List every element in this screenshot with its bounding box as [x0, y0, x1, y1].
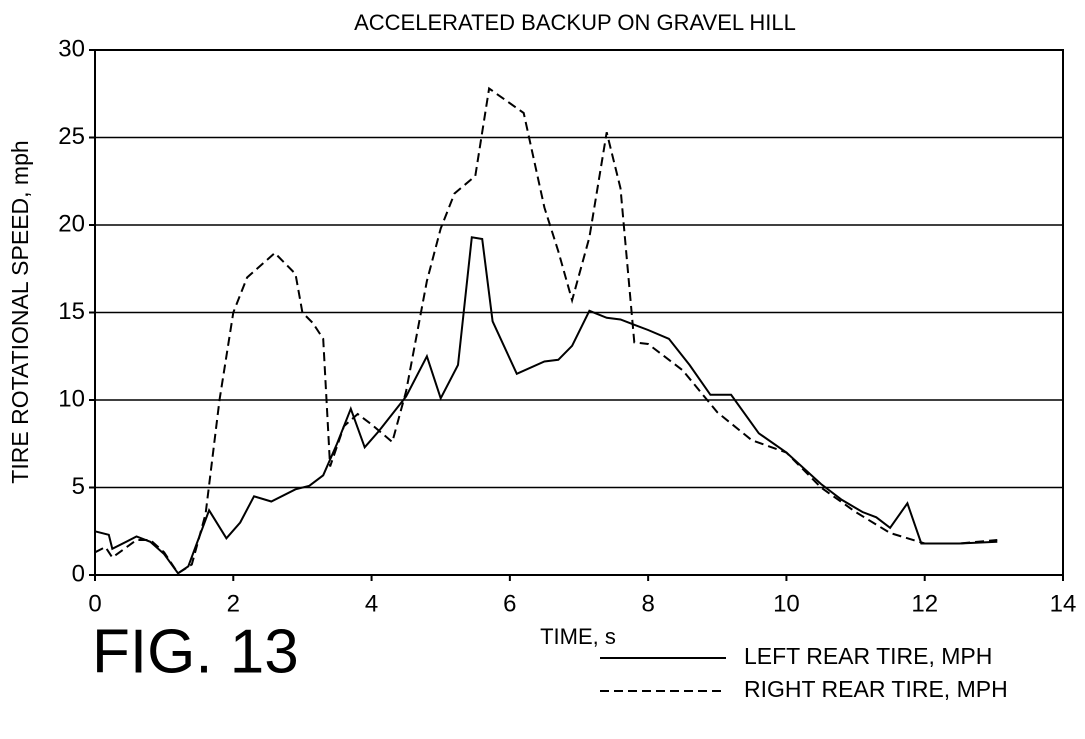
- y-tick-label: 10: [58, 385, 85, 412]
- y-tick-label: 30: [58, 35, 85, 62]
- legend-label: LEFT REAR TIRE, MPH: [744, 643, 992, 669]
- x-tick-label: 14: [1050, 590, 1077, 617]
- x-tick-label: 6: [503, 590, 516, 617]
- x-tick-label: 10: [773, 590, 800, 617]
- legend-label: RIGHT REAR TIRE, MPH: [744, 676, 1008, 702]
- y-tick-label: 25: [58, 123, 85, 150]
- y-axis-label: TIRE ROTATIONAL SPEED, mph: [7, 140, 33, 483]
- x-tick-label: 4: [365, 590, 378, 617]
- y-tick-label: 20: [58, 210, 85, 237]
- x-axis-label: TIME, s: [540, 624, 616, 649]
- x-tick-label: 0: [88, 590, 101, 617]
- plot-frame: [94, 49, 1064, 576]
- series-line: [94, 236, 998, 575]
- y-tick-label: 0: [72, 560, 85, 587]
- chart-title: ACCELERATED BACKUP ON GRAVEL HILL: [354, 10, 796, 35]
- x-tick-label: 2: [227, 590, 240, 617]
- x-tick-label: 8: [641, 590, 654, 617]
- y-tick-label: 5: [72, 473, 85, 500]
- x-tick-label: 12: [911, 590, 938, 617]
- series-line: [94, 86, 998, 575]
- y-tick-label: 15: [58, 298, 85, 325]
- figure-label: FIG. 13: [92, 617, 299, 686]
